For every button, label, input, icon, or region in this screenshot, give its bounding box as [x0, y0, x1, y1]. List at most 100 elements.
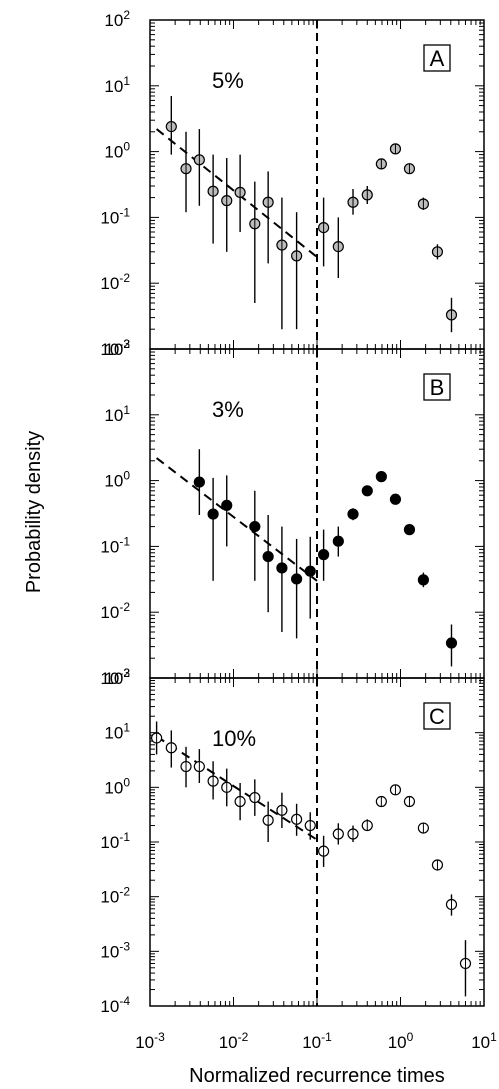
panel-b-data-point [262, 550, 274, 563]
x-tick-label-exponent: 0 [407, 1030, 414, 1044]
panel-b-y-tick-label-exponent: 1 [123, 403, 130, 417]
panel-a-y-tick-label-exponent: -1 [119, 205, 130, 219]
panel-c-y-tick-label-exponent: -1 [119, 830, 130, 844]
panel-c-y-tick-label-base: 10 [100, 942, 119, 961]
panel-a-y-tick-label-base: 10 [100, 340, 119, 359]
panel-b-y-tick-label-exponent: 2 [123, 337, 130, 351]
panel-b-y-tick-label-base: 10 [100, 537, 119, 556]
panel-c-y-tick-label-exponent: -4 [119, 994, 130, 1008]
panel-c-y-tick-label-base: 10 [104, 778, 123, 797]
panel-a-y-tick-label-exponent: 2 [123, 8, 130, 22]
panel-a-y-tick-label-base: 10 [104, 143, 123, 162]
panel-a-y-tick-label: 10-3 [100, 337, 130, 359]
panel-c: 10% C [149, 677, 485, 1007]
panel-c-y-tick-label-exponent: -3 [119, 939, 130, 953]
panel-c-annotation: 10% [212, 726, 256, 751]
panel-c-y-tick-label-base: 10 [100, 997, 119, 1016]
panel-c-y-tick-label-base: 10 [100, 888, 119, 907]
panel-b-data-point [375, 471, 387, 483]
x-tick-label: 100 [388, 1030, 414, 1052]
panel-a-y-tick-label: 10-2 [100, 271, 130, 293]
panel-c-y-tick-label-exponent: 2 [123, 666, 130, 680]
panel-b-data-point [361, 485, 373, 497]
panel-b-data-point [221, 499, 233, 511]
panel-c-y-tick-label: 10-1 [100, 830, 130, 852]
panel-c-y-tick-label: 102 [104, 666, 130, 688]
panel-a-y-tick-label: 100 [104, 140, 130, 162]
panel-b-y-tick-label-base: 10 [104, 340, 123, 359]
panel-b-y-tick-label: 100 [104, 469, 130, 491]
panel-c-y-tick-label: 101 [104, 721, 130, 743]
panel-b-y-tick-label-exponent: 0 [123, 469, 130, 483]
panel-a-y-tick-label-base: 10 [104, 11, 123, 30]
panel-b-y-tick-label: 101 [104, 403, 130, 425]
panel-c-y-tick-label-base: 10 [104, 724, 123, 743]
x-tick-label: 10-3 [135, 1030, 165, 1052]
panel-b-data-point [276, 562, 288, 574]
panel-b-y-tick-label: 10-3 [100, 666, 130, 688]
panel-a-y-tick-label-exponent: 1 [123, 74, 130, 88]
panel-b-y-tick-label-exponent: -3 [119, 666, 130, 680]
panel-a-fit-line [155, 128, 318, 258]
panel-a-y-tick-label: 10-1 [100, 205, 130, 227]
panel-a-y-tick-label-base: 10 [104, 77, 123, 96]
x-tick-label-base: 10 [135, 1033, 154, 1052]
panel-a-y-tick-label: 101 [104, 74, 130, 96]
panel-a-y-tick-label-base: 10 [100, 208, 119, 227]
panel-c-y-tick-label-base: 10 [100, 833, 119, 852]
panel-b-data-point [445, 637, 458, 649]
plot-area: 5%A10210110010-110-210-33%B10210110010-1… [100, 8, 497, 1052]
x-tick-label-base: 10 [219, 1033, 238, 1052]
panel-b-data-point [332, 535, 344, 547]
x-tick-label-base: 10 [388, 1033, 407, 1052]
panel-a-y-tick-label-base: 10 [100, 274, 119, 293]
x-axis-title: Normalized recurrence times [189, 1065, 445, 1087]
panel-b-y-tick-label-base: 10 [104, 472, 123, 491]
x-tick-label-exponent: 1 [490, 1030, 497, 1044]
x-tick-label-base: 10 [471, 1033, 490, 1052]
panel-a-y-tick-label-exponent: -3 [119, 337, 130, 351]
panel-b-tag: B [430, 375, 445, 400]
panel-b-data-point [249, 520, 261, 533]
panel-a-y-tick-label-exponent: 0 [123, 140, 130, 154]
panel-c-fit-line [156, 735, 318, 841]
panel-c-y-tick-label-exponent: 0 [123, 775, 130, 789]
panel-a-y-tick-label: 102 [104, 8, 130, 30]
panel-b-data-point [417, 574, 429, 586]
panel-b-fit-line [156, 457, 318, 582]
y-axis-title: Probability density [23, 431, 45, 593]
x-tick-label-exponent: -2 [238, 1030, 249, 1044]
panel-b-y-tick-label-exponent: -1 [119, 534, 130, 548]
panel-b-y-tick-label: 10-1 [100, 534, 130, 556]
x-tick-label: 10-2 [219, 1030, 249, 1052]
panel-c-y-tick-label: 10-3 [100, 939, 130, 961]
x-tick-label-exponent: -1 [321, 1030, 332, 1044]
panel-b-data-point [389, 493, 402, 505]
panel-b-annotation: 3% [212, 397, 244, 422]
panel-b-y-tick-label: 10-2 [100, 600, 130, 622]
panel-c-y-tick-label-base: 10 [104, 669, 123, 688]
panel-b-data-point [318, 549, 330, 561]
panel-b-data-point [207, 508, 219, 520]
panel-b-data-point [403, 524, 416, 536]
x-tick-label: 101 [471, 1030, 497, 1052]
panel-b: 3% B [149, 348, 485, 679]
x-tick-label-base: 10 [302, 1033, 321, 1052]
panel-a-y-tick-label-exponent: -2 [119, 271, 130, 285]
panel-a-tag-box [423, 44, 451, 72]
panel-b-y-tick-label-exponent: -2 [119, 600, 130, 614]
panel-b-data-point [291, 573, 303, 585]
panel-c-tag-box [423, 702, 451, 730]
panel-b-y-tick-label: 102 [104, 337, 130, 359]
panel-b-data-point [347, 508, 359, 520]
panel-b-y-tick-label-base: 10 [104, 406, 123, 425]
x-tick-label-exponent: -3 [154, 1030, 165, 1044]
panel-c-y-tick-label-exponent: 1 [123, 721, 130, 735]
panel-b-data-point [304, 565, 316, 577]
panel-c-y-tick-label: 10-4 [100, 994, 130, 1016]
panel-a: 5% A [149, 19, 485, 350]
panel-b-data-point [193, 476, 205, 488]
panel-b-tag-box [423, 373, 451, 401]
panel-c-tag: C [429, 704, 445, 729]
